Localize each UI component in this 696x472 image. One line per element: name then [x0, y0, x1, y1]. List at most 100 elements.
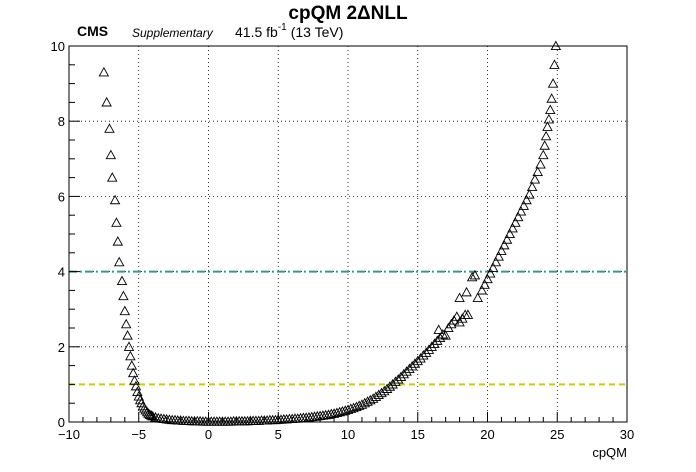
data-point-triangle: [404, 363, 415, 374]
data-point-triangle: [540, 130, 552, 141]
data-point-triangle: [133, 391, 145, 401]
data-point-triangle: [515, 206, 527, 216]
data-point-triangle: [98, 66, 110, 77]
data-point-triangle: [524, 189, 535, 199]
data-point-triangle: [487, 262, 499, 272]
data-point-triangle: [451, 311, 463, 321]
data-point-triangle: [510, 217, 521, 227]
data-point-triangle: [543, 113, 555, 124]
data-point-triangle: [384, 381, 396, 391]
data-point-triangle: [362, 396, 373, 406]
data-point-triangle: [123, 341, 135, 351]
data-point-triangle: [539, 140, 550, 150]
y-tick-label: 0: [58, 415, 65, 430]
data-point-triangle: [542, 121, 553, 131]
data-point-triangle: [365, 394, 376, 405]
data-point-triangle: [432, 335, 443, 345]
energy-label: (13 TeV): [291, 24, 344, 40]
data-point-triangle: [406, 360, 418, 371]
data-point-triangle: [485, 268, 496, 278]
data-point-triangle: [469, 269, 481, 280]
data-point-triangle: [150, 412, 161, 422]
data-point-triangle: [479, 279, 490, 289]
data-point-triangle: [122, 330, 133, 340]
axis-ticks: [68, 45, 628, 423]
data-point-triangle: [106, 172, 118, 182]
supplementary-label: Supplementary: [132, 26, 214, 40]
y-tick-label: 2: [58, 340, 65, 355]
data-point-triangle: [538, 149, 549, 160]
x-tick-label: 20: [480, 427, 494, 442]
data-point-triangle: [547, 78, 559, 88]
data-point-triangle: [379, 385, 390, 396]
data-point-triangle: [496, 245, 507, 255]
x-tick-label: 25: [550, 427, 564, 442]
luminosity-label: 41.5 fb-1 (13 TeV): [235, 22, 343, 40]
luminosity-exponent: -1: [278, 22, 287, 33]
data-point-triangle: [401, 366, 412, 376]
data-point-triangle: [490, 256, 502, 267]
data-point-triangle: [113, 256, 125, 267]
data-point-triangle: [518, 200, 530, 210]
data-point-triangle: [146, 410, 157, 420]
x-tick-label: 10: [341, 427, 355, 442]
data-point-triangle: [356, 399, 368, 409]
data-point-triangle: [109, 194, 121, 205]
data-point-triangle: [507, 222, 518, 233]
data-point-triangle: [127, 367, 139, 378]
data-point-triangle: [532, 166, 543, 177]
data-point-triangle: [546, 93, 557, 103]
data-point-triangle: [143, 408, 154, 418]
data-point-triangle: [119, 305, 131, 316]
y-tick-label: 10: [51, 39, 65, 54]
reference-lines: [69, 270, 627, 386]
data-point-triangle: [359, 397, 371, 408]
data-point-triangle: [437, 328, 449, 339]
data-point-triangle: [105, 149, 117, 160]
data-point-triangle: [545, 104, 556, 114]
data-point-triangle: [535, 159, 546, 169]
data-point-triangle: [392, 374, 404, 384]
data-point-triangle: [482, 273, 493, 284]
x-tick-label: 15: [411, 427, 425, 442]
data-point-triangle: [512, 211, 524, 222]
data-point-triangle: [454, 292, 465, 302]
data-point-triangle: [116, 275, 128, 286]
chart-title: cpQM 2ΔNLL: [288, 3, 408, 24]
data-point-triangle: [101, 96, 112, 107]
x-tick-label: 0: [205, 427, 212, 442]
data-point-triangle: [472, 292, 483, 302]
y-tick-label: 6: [58, 189, 65, 204]
data-point-triangle: [501, 234, 513, 244]
data-point-triangle: [433, 324, 444, 334]
data-point-triangle: [423, 344, 435, 354]
data-point-triangle: [132, 386, 143, 396]
data-point-triangle: [129, 375, 140, 385]
data-point-triangle: [390, 376, 401, 386]
data-point-triangle: [104, 123, 115, 133]
data-point-triangle: [526, 181, 538, 192]
data-point-triangle: [398, 368, 410, 379]
data-point-triangle: [112, 236, 124, 246]
x-axis-title: cpQM: [592, 445, 627, 460]
y-tick-label: 4: [58, 265, 65, 280]
data-point-triangle: [429, 338, 440, 348]
data-point-triangle: [412, 355, 424, 366]
data-point-triangle: [126, 360, 138, 370]
data-point-triangle: [462, 309, 474, 319]
data-point-triangle: [493, 251, 504, 261]
cms-label: CMS: [77, 23, 108, 39]
data-point-triangle: [125, 350, 136, 361]
data-point-triangle: [418, 350, 429, 360]
data-point-triangle: [409, 358, 421, 368]
data-point-triangle: [521, 194, 532, 205]
data-point-triangle: [387, 378, 398, 389]
y-tick-labels: 0 2 4 6 8 10: [51, 39, 65, 430]
data-point-triangle: [461, 286, 472, 297]
luminosity-value: 41.5 fb: [235, 24, 278, 40]
data-point-triangle: [466, 271, 478, 282]
data-point-triangle: [144, 409, 156, 419]
data-point-triangle: [504, 228, 516, 239]
data-point-triangle: [529, 174, 541, 184]
x-tick-labels: −10 −5 0 5 10 15 20 25 30: [58, 427, 634, 442]
